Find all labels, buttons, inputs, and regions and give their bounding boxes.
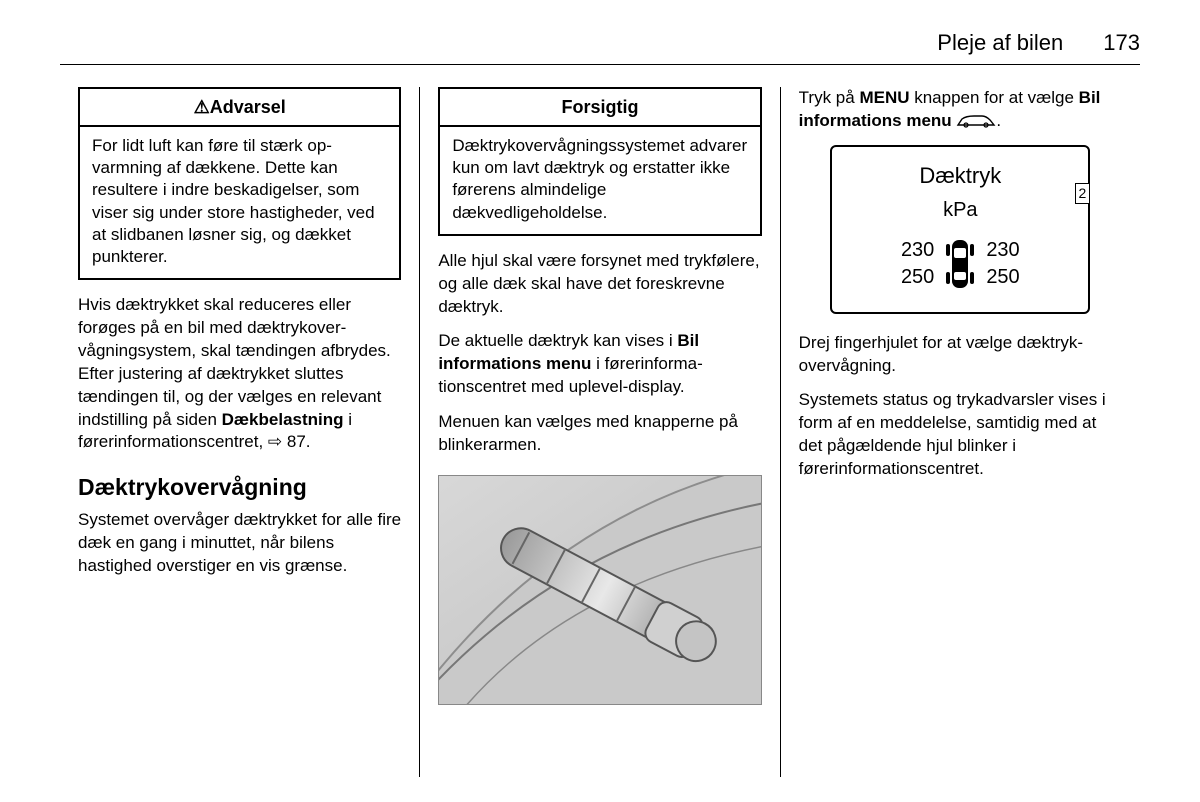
crossref-arrow-icon	[268, 432, 287, 451]
header-rule	[60, 64, 1140, 65]
column-2: Forsigtig Dæktrykovervågningssystemet ad…	[419, 87, 779, 777]
tire-values-right: 230 250	[986, 237, 1032, 291]
warning-body: For lidt luft kan føre til stærk op­varm…	[80, 127, 399, 278]
tire-front-left: 230	[888, 237, 934, 264]
display-unit: kPa	[844, 197, 1076, 224]
col3-para2: Drej fingerhjulet for at vælge dæktryk­o…	[799, 332, 1122, 378]
col3-para1-bold1: MENU	[859, 88, 909, 107]
content-columns: ⚠Advarsel For lidt luft kan føre til stæ…	[60, 87, 1140, 777]
tire-values-left: 230 250	[888, 237, 934, 291]
caution-body: Dæktrykovervågningssystemet advarer kun …	[440, 127, 759, 233]
tire-rear-right: 250	[986, 264, 1032, 291]
caution-title: Forsigtig	[440, 89, 759, 127]
tire-front-right: 230	[986, 237, 1032, 264]
col1-para1-bold: Dækbelastning	[222, 410, 344, 429]
warning-title: ⚠Advarsel	[80, 89, 399, 127]
page-header: Pleje af bilen 173	[60, 30, 1140, 56]
col2-para2: De aktuelle dæktryk kan vises i Bil info…	[438, 330, 761, 399]
col1-para2: Systemet overvåger dæktrykket for alle f…	[78, 509, 401, 578]
col1-para1-ref: 87.	[287, 432, 311, 451]
col2-para1: Alle hjul skal være forsynet med tryk­fø…	[438, 250, 761, 319]
column-3: Tryk på MENU knappen for at vælge Bil in…	[780, 87, 1140, 777]
tire-pressure-display: 2 Dæktryk kPa 230 250	[830, 145, 1090, 314]
col3-para1-mid: knappen for at vælge	[910, 88, 1079, 107]
warning-box: ⚠Advarsel For lidt luft kan føre til stæ…	[78, 87, 401, 280]
col1-para1: Hvis dæktrykket skal reduceres eller for…	[78, 294, 401, 455]
column-1: ⚠Advarsel For lidt luft kan føre til stæ…	[60, 87, 419, 777]
car-outline-icon	[956, 114, 996, 128]
warning-title-text: Advarsel	[210, 97, 286, 117]
stalk-figure	[438, 475, 761, 705]
car-top-icon	[940, 234, 980, 294]
display-title: Dæktryk	[844, 161, 1076, 191]
col2-para3: Menuen kan vælges med knapperne på blink…	[438, 411, 761, 457]
tire-rear-left: 250	[888, 264, 934, 291]
caution-box: Forsigtig Dæktrykovervågningssystemet ad…	[438, 87, 761, 236]
col2-para2-pre: De aktuelle dæktryk kan vises i	[438, 331, 677, 350]
col3-para1: Tryk på MENU knappen for at vælge Bil in…	[799, 87, 1122, 133]
section-heading: Dæktrykovervågning	[78, 472, 401, 503]
col1-para1-pre: Hvis dæktrykket skal reduceres eller for…	[78, 295, 391, 429]
display-badge: 2	[1075, 183, 1091, 204]
manual-page: Pleje af bilen 173 ⚠Advarsel For lidt lu…	[0, 0, 1200, 802]
page-number: 173	[1103, 30, 1140, 56]
chapter-title: Pleje af bilen	[937, 30, 1063, 56]
warning-icon: ⚠	[194, 97, 210, 117]
col3-para3: Systemets status og trykadvarsler vi­ses…	[799, 389, 1122, 481]
col3-para1-pre: Tryk på	[799, 88, 860, 107]
